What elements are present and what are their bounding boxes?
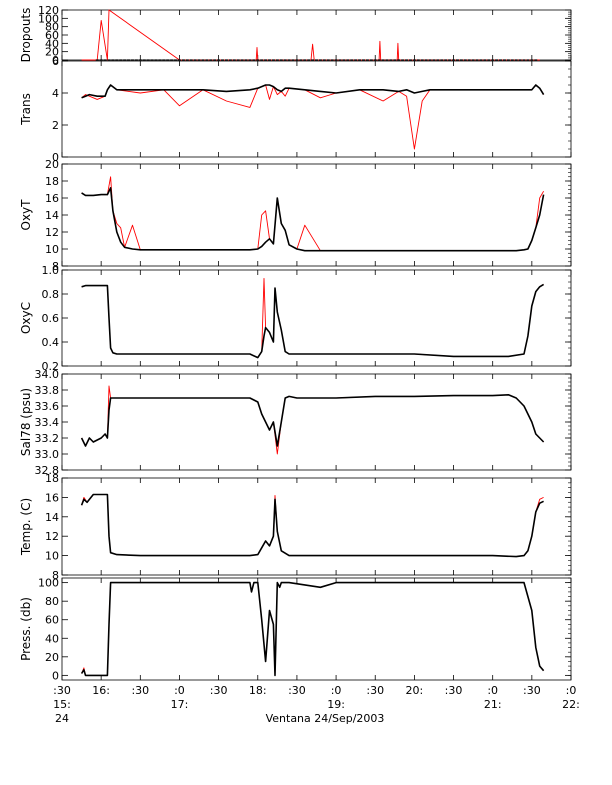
series-line-clean [81, 84, 545, 99]
y-tick-label: 100 [38, 577, 59, 590]
y-axis-label: Press. (db) [19, 597, 33, 661]
x-tick-day-label: 24 [55, 712, 69, 725]
y-tick-label: 20 [45, 46, 59, 59]
x-tick-hour-label: 21: [484, 698, 502, 711]
y-tick-label: 8 [52, 569, 59, 582]
y-tick-label: 80 [45, 21, 59, 34]
y-tick-label: 20 [45, 158, 59, 171]
x-tick-label: 16: [92, 684, 110, 697]
x-tick-label: :0 [566, 684, 577, 697]
y-tick-label: 0 [52, 151, 59, 164]
x-tick-label: :30 [366, 684, 384, 697]
panel-4: 0.2 0.4 0.6 0.8 1.0 OxyC [19, 264, 572, 373]
y-tick-label: 6 [52, 55, 59, 68]
x-tick-label: 20: [406, 684, 424, 697]
y-tick-label: 0 [52, 669, 59, 682]
x-tick-hour-label: 15: [53, 698, 71, 711]
x-tick-label: :30 [53, 684, 71, 697]
x-axis-label: Ventana 24/Sep/2003 [266, 712, 385, 725]
y-tick-label: 20 [45, 651, 59, 664]
x-tick-label: :0 [487, 684, 498, 697]
x-tick-hour-label: 22: [562, 698, 580, 711]
y-tick-label: 120 [38, 4, 59, 17]
series-line-clean [80, 581, 545, 677]
x-tick-label: :30 [131, 684, 149, 697]
x-tick-label: :30 [288, 684, 306, 697]
y-tick-label: 18 [45, 175, 59, 188]
y-tick-label: 40 [45, 37, 59, 50]
panel-7: 0 20 40 60 80 100 Press. (db) [19, 577, 572, 682]
y-tick-label: 0.8 [42, 288, 60, 301]
x-tick-label: 18: [249, 684, 267, 697]
y-tick-label: 18 [45, 472, 59, 485]
y-tick-label: 10 [45, 243, 59, 256]
y-tick-label: 33.4 [35, 416, 60, 429]
y-tick-label: 0.4 [42, 336, 60, 349]
panel-3: 8 10 12 14 16 18 20 OxyT [19, 158, 572, 273]
y-tick-label: 12 [45, 530, 59, 543]
y-tick-label: 0 [52, 54, 59, 67]
x-tick-label: :30 [523, 684, 541, 697]
series-line-clean [81, 187, 545, 252]
y-tick-label: 33.8 [35, 384, 60, 397]
y-tick-label: 12 [45, 226, 59, 239]
y-tick-label: 34.0 [35, 368, 60, 381]
y-axis-label: Trans [19, 93, 33, 126]
y-tick-label: 1.0 [42, 264, 60, 277]
y-tick-label: 10 [45, 550, 59, 563]
y-axis-label: Sal78 (psu) [19, 388, 33, 456]
y-tick-label: 0.6 [42, 312, 60, 325]
y-tick-label: 14 [45, 209, 59, 222]
y-tick-label: 16 [45, 491, 59, 504]
series-line-clean [80, 393, 545, 447]
y-axis-label: Dropouts [19, 8, 33, 63]
y-tick-label: 32.8 [35, 464, 60, 477]
x-tick-label: :0 [174, 684, 185, 697]
y-tick-label: 0.2 [42, 360, 60, 373]
series-line-clean [81, 283, 545, 359]
panel-6: 8 10 12 14 16 18 Temp. (C) [19, 472, 572, 582]
x-tick-label: :30 [445, 684, 463, 697]
y-tick-label: 60 [45, 29, 59, 42]
x-tick-label: :0 [331, 684, 342, 697]
x-tick-label: :30 [210, 684, 228, 697]
y-tick-label: 80 [45, 595, 59, 608]
y-tick-label: 4 [52, 87, 59, 100]
y-tick-label: 33.2 [35, 432, 60, 445]
y-tick-label: 33.0 [35, 448, 60, 461]
y-axis-label: OxyC [19, 302, 33, 334]
panels: 020406080100120Dropouts0246Trans81012141… [19, 4, 572, 682]
y-axis-label: Temp. (C) [19, 498, 33, 556]
y-tick-label: 16 [45, 192, 59, 205]
y-axis-label: OxyT [19, 199, 33, 231]
y-tick-label: 100 [38, 12, 59, 25]
panel-2: 0 2 4 6 Trans [19, 55, 572, 164]
y-tick-label: 8 [52, 260, 59, 273]
y-tick-label: 2 [52, 119, 59, 132]
x-tick-hour-label: 19: [327, 698, 345, 711]
y-tick-label: 33.6 [35, 400, 60, 413]
y-tick-label: 40 [45, 632, 59, 645]
series-line-clean [80, 493, 544, 558]
y-tick-label: 14 [45, 511, 59, 524]
y-tick-label: 60 [45, 614, 59, 627]
x-tick-hour-label: 17: [171, 698, 189, 711]
